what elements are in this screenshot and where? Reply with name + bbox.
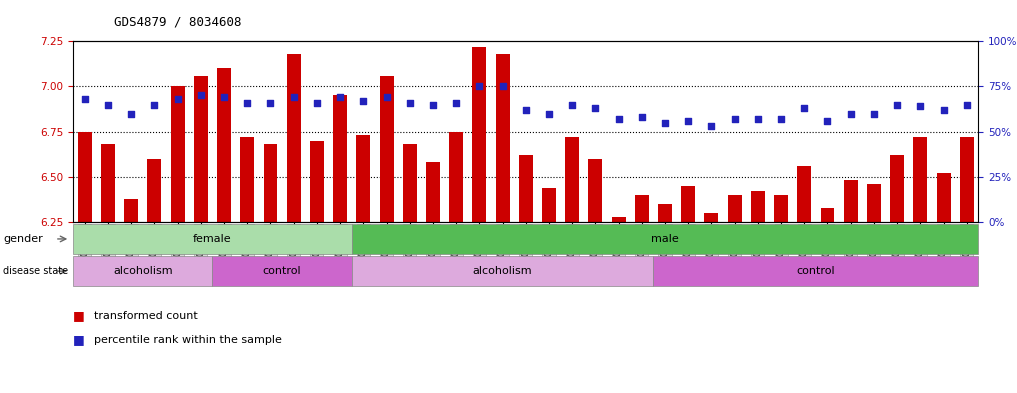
Bar [866,184,881,222]
Point [216,94,232,101]
Text: ■: ■ [73,333,85,346]
Bar [797,166,812,222]
Bar [658,204,672,222]
Bar [356,135,370,222]
Point [750,116,766,122]
Point [402,99,418,106]
Bar [124,198,138,222]
Point [564,101,581,108]
Text: percentile rank within the sample: percentile rank within the sample [94,334,282,345]
Bar [960,137,973,222]
Bar [287,54,301,222]
Point [820,118,836,124]
Point [286,94,302,101]
Text: ■: ■ [73,309,85,323]
Point [610,116,626,122]
Bar [334,95,347,222]
Bar [450,132,463,222]
Point [448,99,465,106]
Point [680,118,697,124]
Point [425,101,441,108]
Bar [937,173,951,222]
Text: control: control [796,266,835,276]
Point [100,101,116,108]
Point [193,92,210,99]
Bar [194,75,207,222]
Bar [78,132,92,222]
Bar [473,47,486,222]
Bar [611,217,625,222]
Point [773,116,789,122]
Bar [890,155,904,222]
Bar [379,75,394,222]
Point [378,94,395,101]
Point [889,101,905,108]
Bar [728,195,741,222]
Point [796,105,813,111]
Bar [403,144,417,222]
Text: female: female [193,234,232,244]
Point [123,110,139,117]
Point [170,96,186,102]
Point [332,94,348,101]
Bar [263,144,278,222]
Point [959,101,975,108]
Text: control: control [262,266,301,276]
Point [936,107,952,113]
Point [865,110,882,117]
Text: alcoholism: alcoholism [113,266,173,276]
Bar [913,137,928,222]
Text: transformed count: transformed count [94,311,197,321]
Point [309,99,325,106]
Bar [310,141,323,222]
Point [239,99,255,106]
Bar [589,159,602,222]
Point [494,83,511,90]
Point [76,96,93,102]
Text: male: male [651,234,679,244]
Bar [844,180,857,222]
Text: alcoholism: alcoholism [473,266,532,276]
Point [704,123,720,129]
Bar [681,186,696,222]
Bar [101,144,115,222]
Bar [240,137,254,222]
Bar [171,86,185,222]
Bar [751,191,765,222]
Point [842,110,858,117]
Point [262,99,279,106]
Point [634,114,650,120]
Bar [519,155,533,222]
Bar [495,54,510,222]
Bar [774,195,788,222]
Point [587,105,603,111]
Text: GDS4879 / 8034608: GDS4879 / 8034608 [114,16,241,29]
Bar [147,159,162,222]
Bar [426,162,440,222]
Bar [635,195,649,222]
Point [146,101,163,108]
Bar [705,213,718,222]
Bar [821,208,835,222]
Point [657,119,673,126]
Point [726,116,742,122]
Text: disease state: disease state [3,266,68,276]
Point [355,98,371,104]
Point [471,83,487,90]
Bar [565,137,579,222]
Point [518,107,534,113]
Text: gender: gender [3,234,43,244]
Bar [217,68,231,222]
Point [541,110,557,117]
Point [912,103,929,110]
Bar [542,188,556,222]
